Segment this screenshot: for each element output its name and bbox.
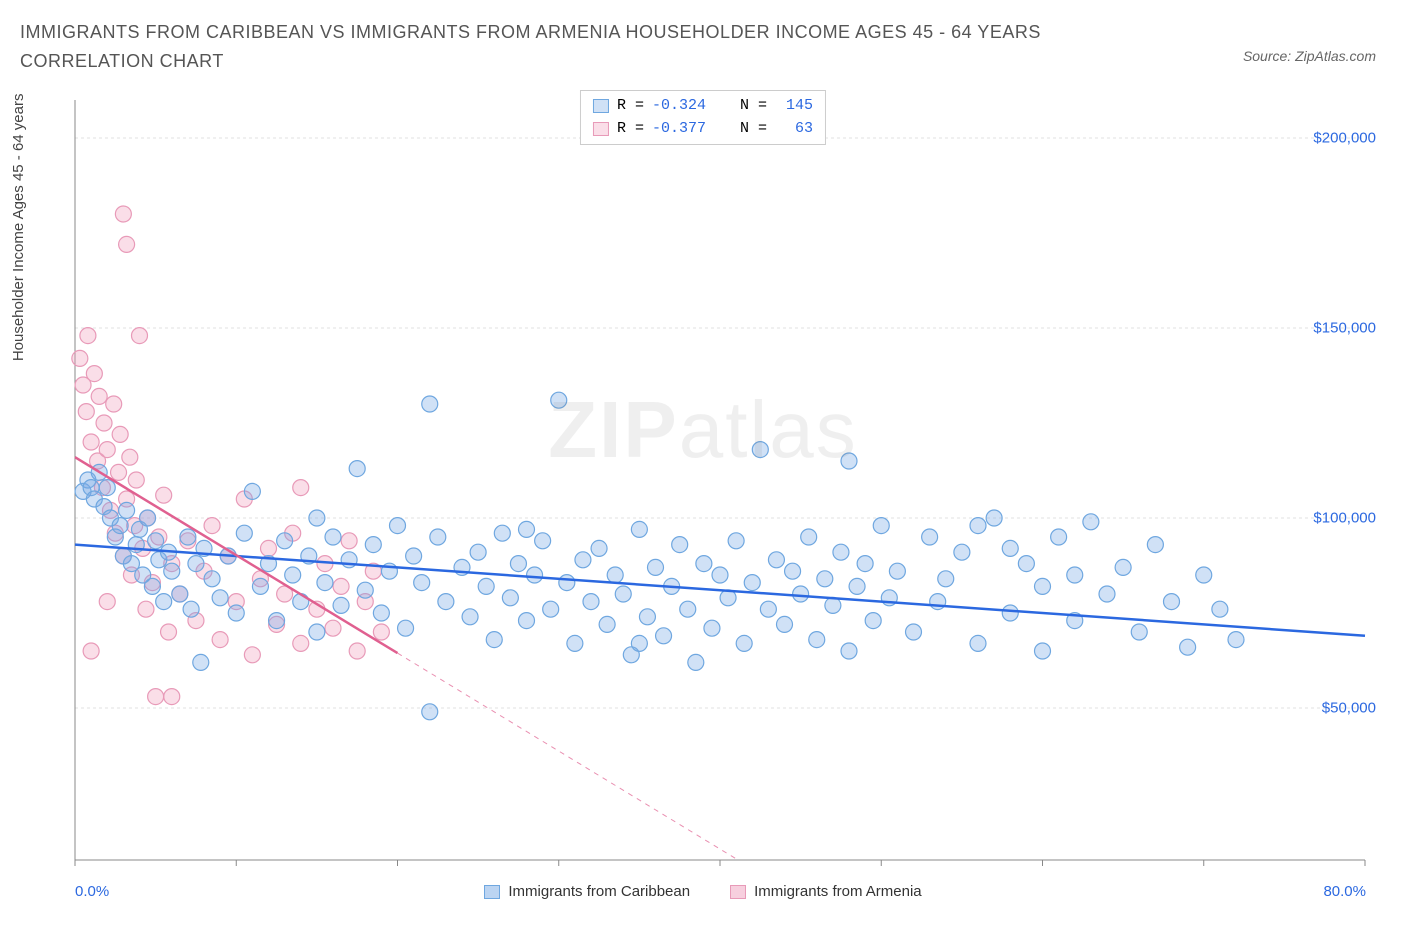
stats-row: R = -0.324 N = 145 <box>593 95 813 118</box>
source-label: Source: ZipAtlas.com <box>1243 48 1376 64</box>
r-label: R = <box>617 118 644 141</box>
legend-item: Immigrants from Armenia <box>730 883 922 900</box>
r-label: R = <box>617 95 644 118</box>
swatch-icon <box>730 885 746 899</box>
scatter-chart <box>20 90 1386 880</box>
n-label: N = <box>740 118 767 141</box>
r-value: -0.324 <box>652 95 706 118</box>
swatch-icon <box>484 885 500 899</box>
swatch-icon <box>593 122 609 136</box>
stats-legend: R = -0.324 N = 145 R = -0.377 N = 63 <box>580 90 826 145</box>
stats-row: R = -0.377 N = 63 <box>593 118 813 141</box>
series-legend: Immigrants from Caribbean Immigrants from… <box>20 883 1386 900</box>
chart-title: IMMIGRANTS FROM CARIBBEAN VS IMMIGRANTS … <box>20 18 1170 76</box>
legend-label: Immigrants from Armenia <box>754 883 922 900</box>
n-label: N = <box>740 95 767 118</box>
swatch-icon <box>593 99 609 113</box>
y-axis-label: Householder Income Ages 45 - 64 years <box>10 94 27 362</box>
y-tick-label: $100,000 <box>1313 510 1376 527</box>
r-value: -0.377 <box>652 118 706 141</box>
legend-item: Immigrants from Caribbean <box>484 883 690 900</box>
chart-container: Householder Income Ages 45 - 64 years ZI… <box>20 90 1386 900</box>
legend-label: Immigrants from Caribbean <box>508 883 690 900</box>
y-tick-label: $50,000 <box>1322 700 1376 717</box>
y-tick-label: $150,000 <box>1313 320 1376 337</box>
n-value: 145 <box>775 95 813 118</box>
n-value: 63 <box>775 118 813 141</box>
y-tick-label: $200,000 <box>1313 130 1376 147</box>
